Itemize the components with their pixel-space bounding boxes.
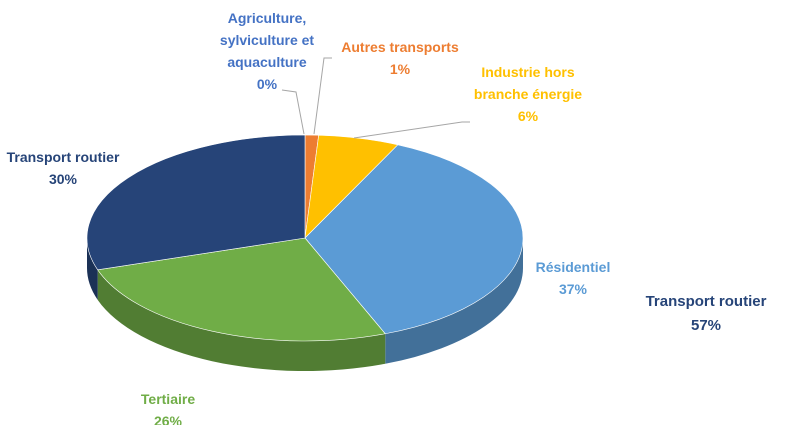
tops	[86, 134, 524, 342]
label-value: 26%	[153, 413, 183, 425]
label-value: 37%	[558, 281, 588, 297]
slice-label: Tertiaire 26%	[108, 388, 228, 425]
sides	[87, 238, 523, 371]
label-name: Tertiaire	[140, 391, 196, 407]
slice	[97, 237, 386, 342]
annotation-text: 57%	[690, 317, 722, 334]
annotation-title: Transport routier	[645, 293, 767, 310]
annotation: Transport routier 57%	[636, 290, 776, 338]
label-name: Résidentiel	[535, 259, 611, 275]
label-value: 6%	[517, 108, 539, 124]
label-value: 0%	[256, 76, 278, 92]
slice-label: Agriculture, sylviculture et aquaculture…	[197, 7, 337, 95]
slice-side	[97, 269, 386, 371]
slice-label: Résidentiel 37%	[513, 256, 633, 300]
slice	[304, 144, 524, 335]
leader-line	[313, 57, 332, 135]
label-name: Industrie hors branche énergie	[473, 64, 583, 102]
label-value: 1%	[389, 61, 411, 77]
label-value: 30%	[48, 171, 78, 187]
leader-line	[353, 121, 470, 139]
slice-label: Autres transports 1%	[325, 36, 475, 80]
slice-label: Industrie hors branche énergie 6%	[463, 61, 593, 127]
slice-label: Transport routier 30%	[0, 146, 133, 190]
slice	[86, 134, 306, 271]
label-name: Transport routier	[6, 149, 120, 165]
slice-side	[385, 238, 523, 364]
slice-side	[87, 238, 98, 300]
label-name: Agriculture, sylviculture et aquaculture	[219, 10, 315, 70]
label-name: Autres transports	[341, 39, 459, 55]
leader-line	[281, 89, 305, 135]
